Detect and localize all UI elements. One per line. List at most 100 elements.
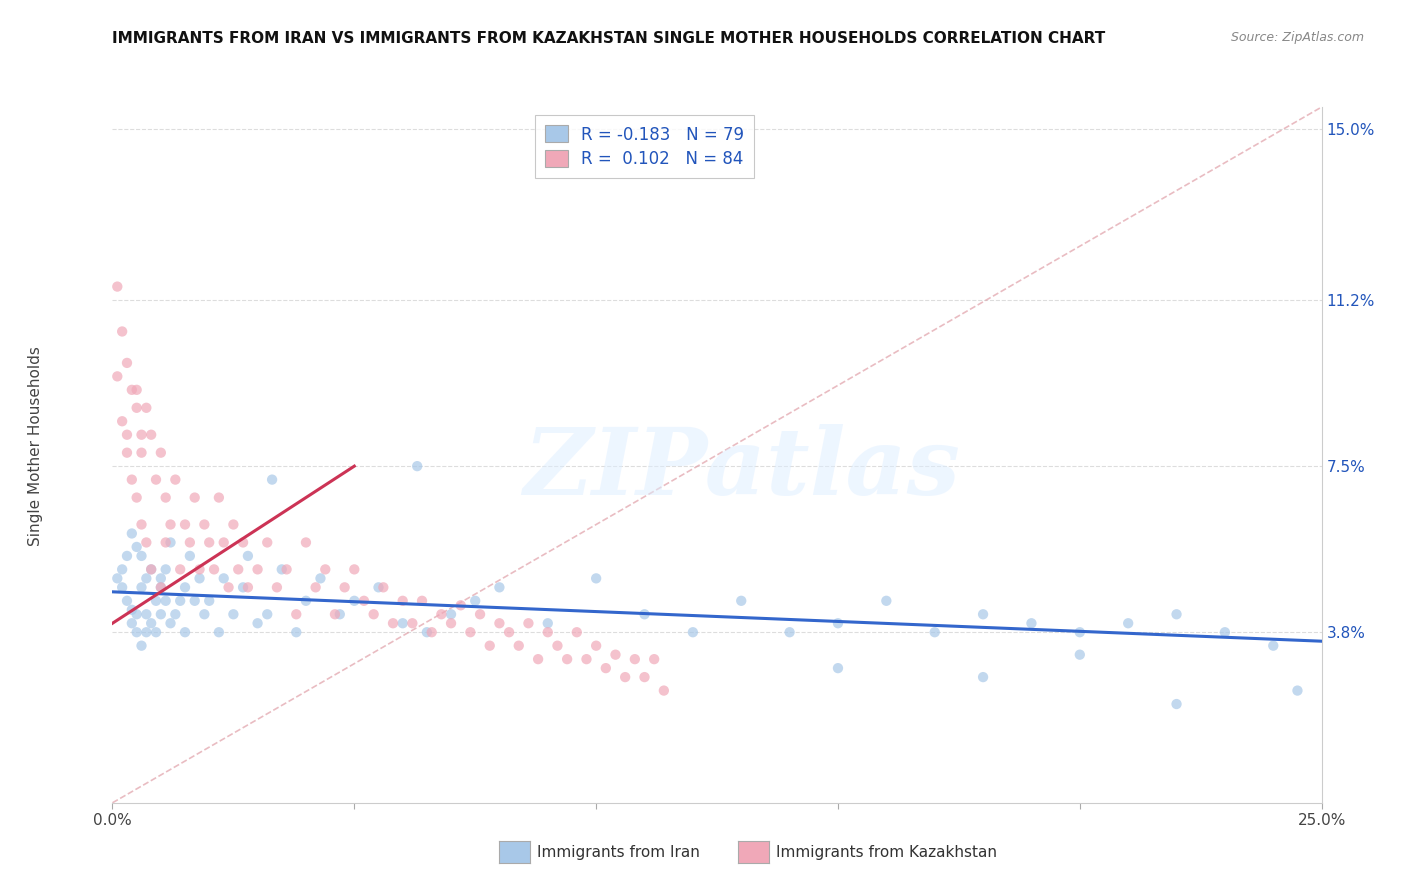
Point bbox=[149, 580, 172, 594]
Point bbox=[391, 616, 413, 631]
Point bbox=[121, 526, 143, 541]
Point bbox=[1263, 639, 1285, 653]
Point bbox=[218, 580, 240, 594]
Point bbox=[125, 491, 148, 505]
Point bbox=[488, 616, 510, 631]
Point bbox=[1166, 697, 1188, 711]
Point bbox=[125, 540, 148, 554]
Text: IMMIGRANTS FROM IRAN VS IMMIGRANTS FROM KAZAKHSTAN SINGLE MOTHER HOUSEHOLDS CORR: IMMIGRANTS FROM IRAN VS IMMIGRANTS FROM … bbox=[112, 31, 1105, 46]
Point bbox=[183, 594, 205, 608]
Point bbox=[1069, 648, 1091, 662]
Point bbox=[149, 571, 172, 585]
Point bbox=[179, 535, 201, 549]
Point bbox=[1116, 616, 1139, 631]
Point bbox=[111, 414, 134, 428]
Point bbox=[1021, 616, 1043, 631]
Text: Immigrants from Iran: Immigrants from Iran bbox=[537, 846, 700, 860]
Point bbox=[198, 594, 221, 608]
Text: Immigrants from Kazakhstan: Immigrants from Kazakhstan bbox=[776, 846, 997, 860]
Point bbox=[131, 580, 153, 594]
Point bbox=[285, 607, 308, 622]
Point bbox=[193, 517, 215, 532]
Point bbox=[382, 616, 405, 631]
Point bbox=[183, 491, 205, 505]
Point bbox=[440, 616, 463, 631]
Point bbox=[468, 607, 491, 622]
Point bbox=[924, 625, 946, 640]
Point bbox=[115, 594, 138, 608]
Point bbox=[232, 580, 254, 594]
Point bbox=[188, 562, 211, 576]
Point bbox=[115, 549, 138, 563]
Legend: R = -0.183   N = 79, R =  0.102   N = 84: R = -0.183 N = 79, R = 0.102 N = 84 bbox=[534, 115, 755, 178]
Point bbox=[652, 683, 675, 698]
Point bbox=[624, 652, 647, 666]
Point bbox=[614, 670, 637, 684]
Point bbox=[527, 652, 550, 666]
Point bbox=[236, 580, 259, 594]
Point bbox=[145, 473, 167, 487]
Point bbox=[131, 549, 153, 563]
Point bbox=[141, 427, 163, 442]
Point bbox=[367, 580, 389, 594]
Point bbox=[159, 616, 181, 631]
Point bbox=[464, 594, 486, 608]
Point bbox=[314, 562, 336, 576]
Point bbox=[121, 616, 143, 631]
Point bbox=[115, 445, 138, 459]
Point bbox=[141, 562, 163, 576]
Point bbox=[440, 607, 463, 622]
Point bbox=[460, 625, 482, 640]
Point bbox=[111, 325, 134, 339]
Point bbox=[232, 535, 254, 549]
Point bbox=[121, 473, 143, 487]
Point bbox=[1213, 625, 1236, 640]
Point bbox=[488, 580, 510, 594]
Point bbox=[595, 661, 617, 675]
Point bbox=[141, 616, 163, 631]
Point bbox=[212, 571, 235, 585]
Point bbox=[391, 594, 413, 608]
Text: Source: ZipAtlas.com: Source: ZipAtlas.com bbox=[1230, 31, 1364, 45]
Point bbox=[304, 580, 326, 594]
Text: Single Mother Households: Single Mother Households bbox=[28, 346, 42, 546]
Point bbox=[643, 652, 665, 666]
Point bbox=[416, 625, 439, 640]
Point bbox=[159, 517, 181, 532]
Point bbox=[430, 607, 453, 622]
Point bbox=[295, 594, 318, 608]
Point bbox=[406, 459, 429, 474]
Point bbox=[105, 571, 128, 585]
Point bbox=[285, 625, 308, 640]
Point bbox=[226, 562, 249, 576]
Point bbox=[155, 535, 177, 549]
Point bbox=[222, 517, 245, 532]
Point bbox=[1069, 625, 1091, 640]
Point bbox=[246, 616, 269, 631]
Point bbox=[1166, 607, 1188, 622]
Point bbox=[198, 535, 221, 549]
Point bbox=[165, 607, 187, 622]
Point bbox=[155, 491, 177, 505]
Point bbox=[115, 356, 138, 370]
Point bbox=[323, 607, 346, 622]
Point bbox=[141, 562, 163, 576]
Point bbox=[411, 594, 433, 608]
Point bbox=[193, 607, 215, 622]
Point bbox=[149, 445, 172, 459]
Point bbox=[111, 562, 134, 576]
Point bbox=[212, 535, 235, 549]
Point bbox=[478, 639, 501, 653]
Point bbox=[145, 594, 167, 608]
Point bbox=[125, 625, 148, 640]
Point bbox=[149, 580, 172, 594]
Point bbox=[121, 383, 143, 397]
Point bbox=[208, 491, 231, 505]
Point bbox=[633, 670, 655, 684]
Point bbox=[236, 549, 259, 563]
Point bbox=[105, 279, 128, 293]
Point bbox=[135, 401, 157, 415]
Point bbox=[131, 445, 153, 459]
Point bbox=[174, 517, 197, 532]
Point bbox=[131, 517, 153, 532]
